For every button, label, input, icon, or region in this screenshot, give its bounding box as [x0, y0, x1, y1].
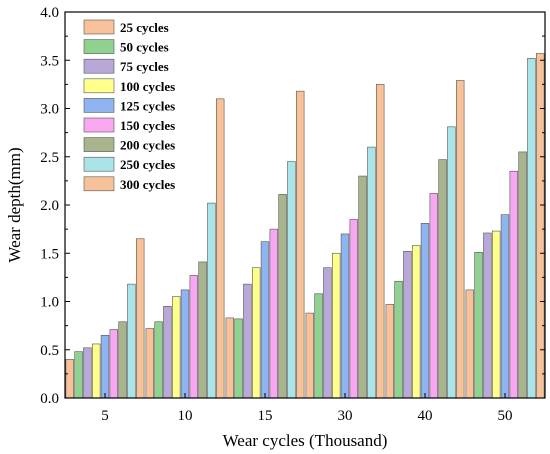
bar	[198, 261, 207, 399]
legend-swatch	[83, 156, 115, 172]
bar	[163, 306, 172, 399]
bar	[518, 151, 527, 399]
bar	[535, 53, 545, 399]
x-axis-title: Wear cycles (Thousand)	[223, 431, 388, 450]
bar	[375, 84, 385, 399]
bar	[234, 318, 243, 399]
legend-label: 25 cycles	[120, 20, 169, 35]
x-tick-label: 10	[178, 408, 193, 424]
x-tick-label: 30	[338, 408, 353, 424]
bar	[358, 175, 367, 399]
bar	[483, 232, 492, 399]
bar	[154, 321, 163, 399]
bar	[83, 347, 92, 399]
bar	[172, 296, 181, 399]
y-tick-label: 1.0	[40, 295, 59, 311]
legend-label: 300 cycles	[120, 177, 175, 192]
bar	[465, 289, 474, 399]
bar	[207, 202, 216, 399]
y-tick-label: 1.5	[40, 246, 59, 262]
bar	[136, 238, 145, 399]
bar	[331, 252, 341, 399]
bar	[509, 170, 518, 399]
bar	[180, 289, 190, 399]
legend-label: 200 cycles	[120, 138, 175, 153]
y-tick-label: 2.5	[40, 150, 59, 166]
bar	[420, 223, 430, 399]
legend-swatch	[83, 176, 115, 192]
bar	[491, 230, 501, 399]
legend-swatch	[83, 39, 115, 54]
legend-label: 100 cycles	[120, 79, 175, 94]
y-tick-label: 2.0	[40, 198, 59, 214]
bar	[225, 317, 234, 399]
x-tick-label: 40	[418, 408, 433, 424]
legend-swatch	[83, 117, 115, 133]
legend-label: 75 cycles	[120, 59, 169, 74]
legend-swatch	[83, 58, 115, 74]
x-tick-label: 15	[258, 408, 273, 424]
bar	[269, 228, 278, 399]
y-axis: 0.0 0.5 1.0 1.5 2.0 2.5 3.0 3.5 4.0	[40, 5, 545, 407]
bar	[429, 193, 438, 399]
bar	[260, 241, 270, 399]
bar	[340, 233, 350, 399]
bar	[243, 283, 252, 399]
bar	[527, 58, 536, 399]
bar	[118, 321, 127, 399]
legend-swatch	[83, 98, 115, 113]
bar	[367, 146, 376, 399]
bar	[305, 312, 314, 399]
bar	[295, 90, 305, 399]
y-tick-label: 4.0	[40, 5, 59, 21]
bar	[455, 80, 465, 399]
bar	[474, 251, 483, 399]
bar	[394, 280, 403, 399]
bar	[500, 214, 510, 399]
legend-swatch	[83, 137, 115, 152]
bar	[216, 98, 225, 399]
bar	[447, 126, 456, 399]
bar	[74, 351, 83, 399]
legend-label: 150 cycles	[120, 118, 175, 133]
bar	[287, 161, 296, 399]
bar	[100, 334, 110, 399]
legend: 25 cycles 50 cycles 75 cycles 100 cycles 125…	[83, 19, 175, 192]
legend-label: 50 cycles	[120, 40, 169, 55]
bars-layer	[65, 53, 545, 399]
y-tick-label: 0.5	[40, 343, 59, 359]
bar	[314, 293, 323, 399]
bar	[278, 194, 287, 399]
y-axis-title: Wear depth(mm)	[5, 147, 24, 262]
legend-label: 250 cycles	[120, 157, 175, 172]
bar	[411, 245, 421, 399]
bar	[323, 267, 332, 399]
bar	[403, 251, 412, 399]
y-tick-label: 3.0	[40, 102, 59, 118]
bar	[189, 275, 198, 399]
bar	[438, 159, 447, 399]
x-axis: 5 10 15 30 40 50	[101, 393, 513, 424]
legend-label: 125 cycles	[120, 98, 175, 113]
bar	[349, 219, 358, 399]
x-tick-label: 50	[498, 408, 513, 424]
bar	[145, 328, 154, 399]
legend-swatch	[83, 78, 115, 94]
x-tick-label: 5	[101, 408, 109, 424]
bar	[65, 359, 75, 399]
legend-swatch	[83, 19, 115, 35]
bar	[385, 304, 394, 399]
bar	[109, 329, 119, 399]
bar	[127, 283, 136, 399]
y-tick-label: 0.0	[40, 391, 59, 407]
y-tick-label: 3.5	[40, 53, 59, 69]
bar	[92, 343, 101, 399]
bar	[252, 267, 261, 399]
